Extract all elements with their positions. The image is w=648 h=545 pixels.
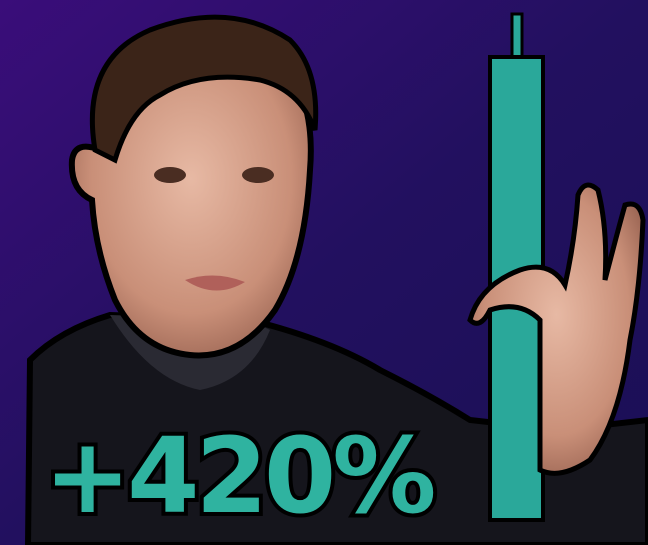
caption: +420% <box>44 415 433 537</box>
right-eye <box>242 167 274 183</box>
hand-shape <box>467 182 646 476</box>
mouth <box>185 275 245 291</box>
hair <box>89 14 319 164</box>
left-eye <box>154 167 186 183</box>
hand <box>467 182 646 476</box>
